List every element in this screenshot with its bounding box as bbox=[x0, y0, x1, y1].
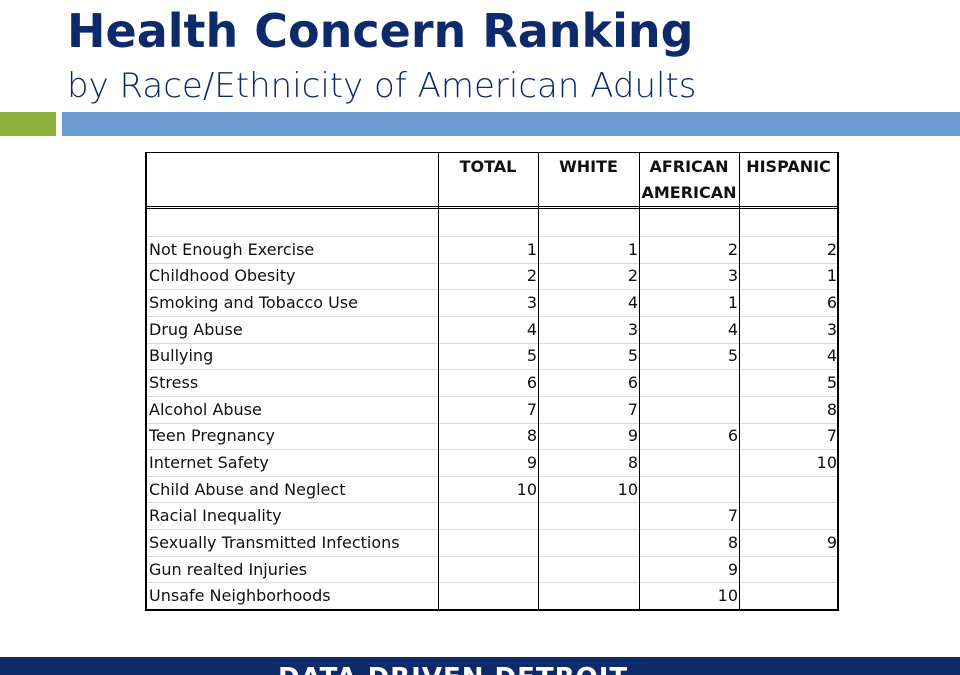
rank-cell: 7 bbox=[727, 506, 738, 526]
rank-cell: 6 bbox=[526, 373, 537, 393]
rank-cell: 1 bbox=[826, 266, 837, 286]
row-label: Unsafe Neighborhoods bbox=[149, 586, 331, 606]
grid-line bbox=[145, 262, 838, 264]
rank-cell: 8 bbox=[826, 399, 837, 419]
rank-cell: 2 bbox=[826, 239, 837, 259]
rank-cell: 8 bbox=[727, 532, 738, 552]
row-label: Racial Inequality bbox=[149, 506, 282, 526]
grid-line bbox=[438, 152, 439, 610]
row-label: Alcohol Abuse bbox=[149, 399, 262, 419]
rank-cell: 4 bbox=[627, 293, 638, 313]
rank-cell: 6 bbox=[826, 293, 837, 313]
rank-cell: 5 bbox=[526, 346, 537, 366]
row-label: Bullying bbox=[149, 346, 214, 366]
rank-cell: 10 bbox=[516, 479, 537, 499]
grid-line bbox=[739, 152, 740, 610]
rank-cell: 9 bbox=[526, 452, 537, 472]
rank-cell: 4 bbox=[526, 319, 537, 339]
rank-cell: 2 bbox=[627, 266, 638, 286]
row-label: Child Abuse and Neglect bbox=[149, 479, 346, 499]
table-border bbox=[145, 152, 839, 153]
grid-line bbox=[145, 236, 838, 237]
grid-line bbox=[145, 582, 838, 584]
grid-line bbox=[145, 315, 838, 317]
column-header: HISPANIC bbox=[746, 157, 831, 176]
grid-line bbox=[538, 152, 539, 610]
rank-cell: 9 bbox=[727, 559, 738, 579]
rank-cell: 7 bbox=[627, 399, 638, 419]
rank-cell: 4 bbox=[727, 319, 738, 339]
grid-line bbox=[837, 152, 839, 610]
rank-cell: 1 bbox=[627, 239, 638, 259]
column-header: AFRICAN AMERICAN bbox=[641, 157, 737, 202]
row-label: Internet Safety bbox=[149, 452, 269, 472]
rank-cell: 1 bbox=[727, 293, 738, 313]
grid-line bbox=[145, 289, 838, 291]
row-label: Gun realted Injuries bbox=[149, 559, 308, 579]
rank-cell: 8 bbox=[526, 426, 537, 446]
grid-line bbox=[145, 342, 838, 344]
grid-line bbox=[145, 152, 147, 610]
accent-bar bbox=[62, 112, 960, 136]
footer-bar: DATA DRIVEN DETROIT bbox=[0, 657, 960, 675]
rank-cell: 3 bbox=[727, 266, 738, 286]
accent-bar bbox=[0, 112, 56, 136]
row-label: Childhood Obesity bbox=[149, 266, 296, 286]
grid-line bbox=[145, 206, 838, 207]
rank-cell: 5 bbox=[727, 346, 738, 366]
grid-line bbox=[145, 208, 838, 209]
rank-cell: 10 bbox=[816, 452, 837, 472]
column-header: WHITE bbox=[559, 157, 618, 176]
grid-line bbox=[145, 369, 838, 371]
rank-cell: 6 bbox=[627, 373, 638, 393]
row-label: Stress bbox=[149, 373, 199, 393]
rank-cell: 2 bbox=[526, 266, 537, 286]
rank-cell: 10 bbox=[617, 479, 638, 499]
rank-cell: 5 bbox=[826, 373, 837, 393]
footer-text: DATA DRIVEN DETROIT bbox=[278, 663, 628, 675]
row-label: Smoking and Tobacco Use bbox=[149, 293, 358, 313]
rank-cell: 7 bbox=[826, 426, 837, 446]
title: Health Concern Ranking bbox=[67, 4, 694, 58]
grid-line bbox=[145, 395, 838, 397]
rank-cell: 2 bbox=[727, 239, 738, 259]
grid-line bbox=[639, 152, 640, 610]
rank-cell: 9 bbox=[826, 532, 837, 552]
grid-line bbox=[145, 422, 838, 424]
subtitle: by Race/Ethnicity of American Adults bbox=[67, 66, 697, 106]
rank-cell: 8 bbox=[627, 452, 638, 472]
grid-line bbox=[145, 529, 838, 531]
rank-cell: 1 bbox=[526, 239, 537, 259]
rank-cell: 3 bbox=[627, 319, 638, 339]
rank-cell: 7 bbox=[526, 399, 537, 419]
rank-cell: 3 bbox=[526, 293, 537, 313]
grid-line bbox=[145, 555, 838, 557]
grid-line bbox=[145, 502, 838, 504]
rank-cell: 3 bbox=[826, 319, 837, 339]
rank-cell: 5 bbox=[627, 346, 638, 366]
column-header: TOTAL bbox=[459, 157, 517, 176]
rank-cell: 10 bbox=[717, 586, 738, 606]
row-label: Drug Abuse bbox=[149, 319, 243, 339]
table-border bbox=[145, 609, 839, 611]
row-label: Not Enough Exercise bbox=[149, 239, 315, 259]
row-label: Sexually Transmitted Infections bbox=[149, 532, 400, 552]
row-label: Teen Pregnancy bbox=[149, 426, 275, 446]
grid-line bbox=[145, 475, 838, 477]
grid-line bbox=[145, 449, 838, 451]
rank-cell: 6 bbox=[727, 426, 738, 446]
rank-cell: 4 bbox=[826, 346, 837, 366]
rank-cell: 9 bbox=[627, 426, 638, 446]
